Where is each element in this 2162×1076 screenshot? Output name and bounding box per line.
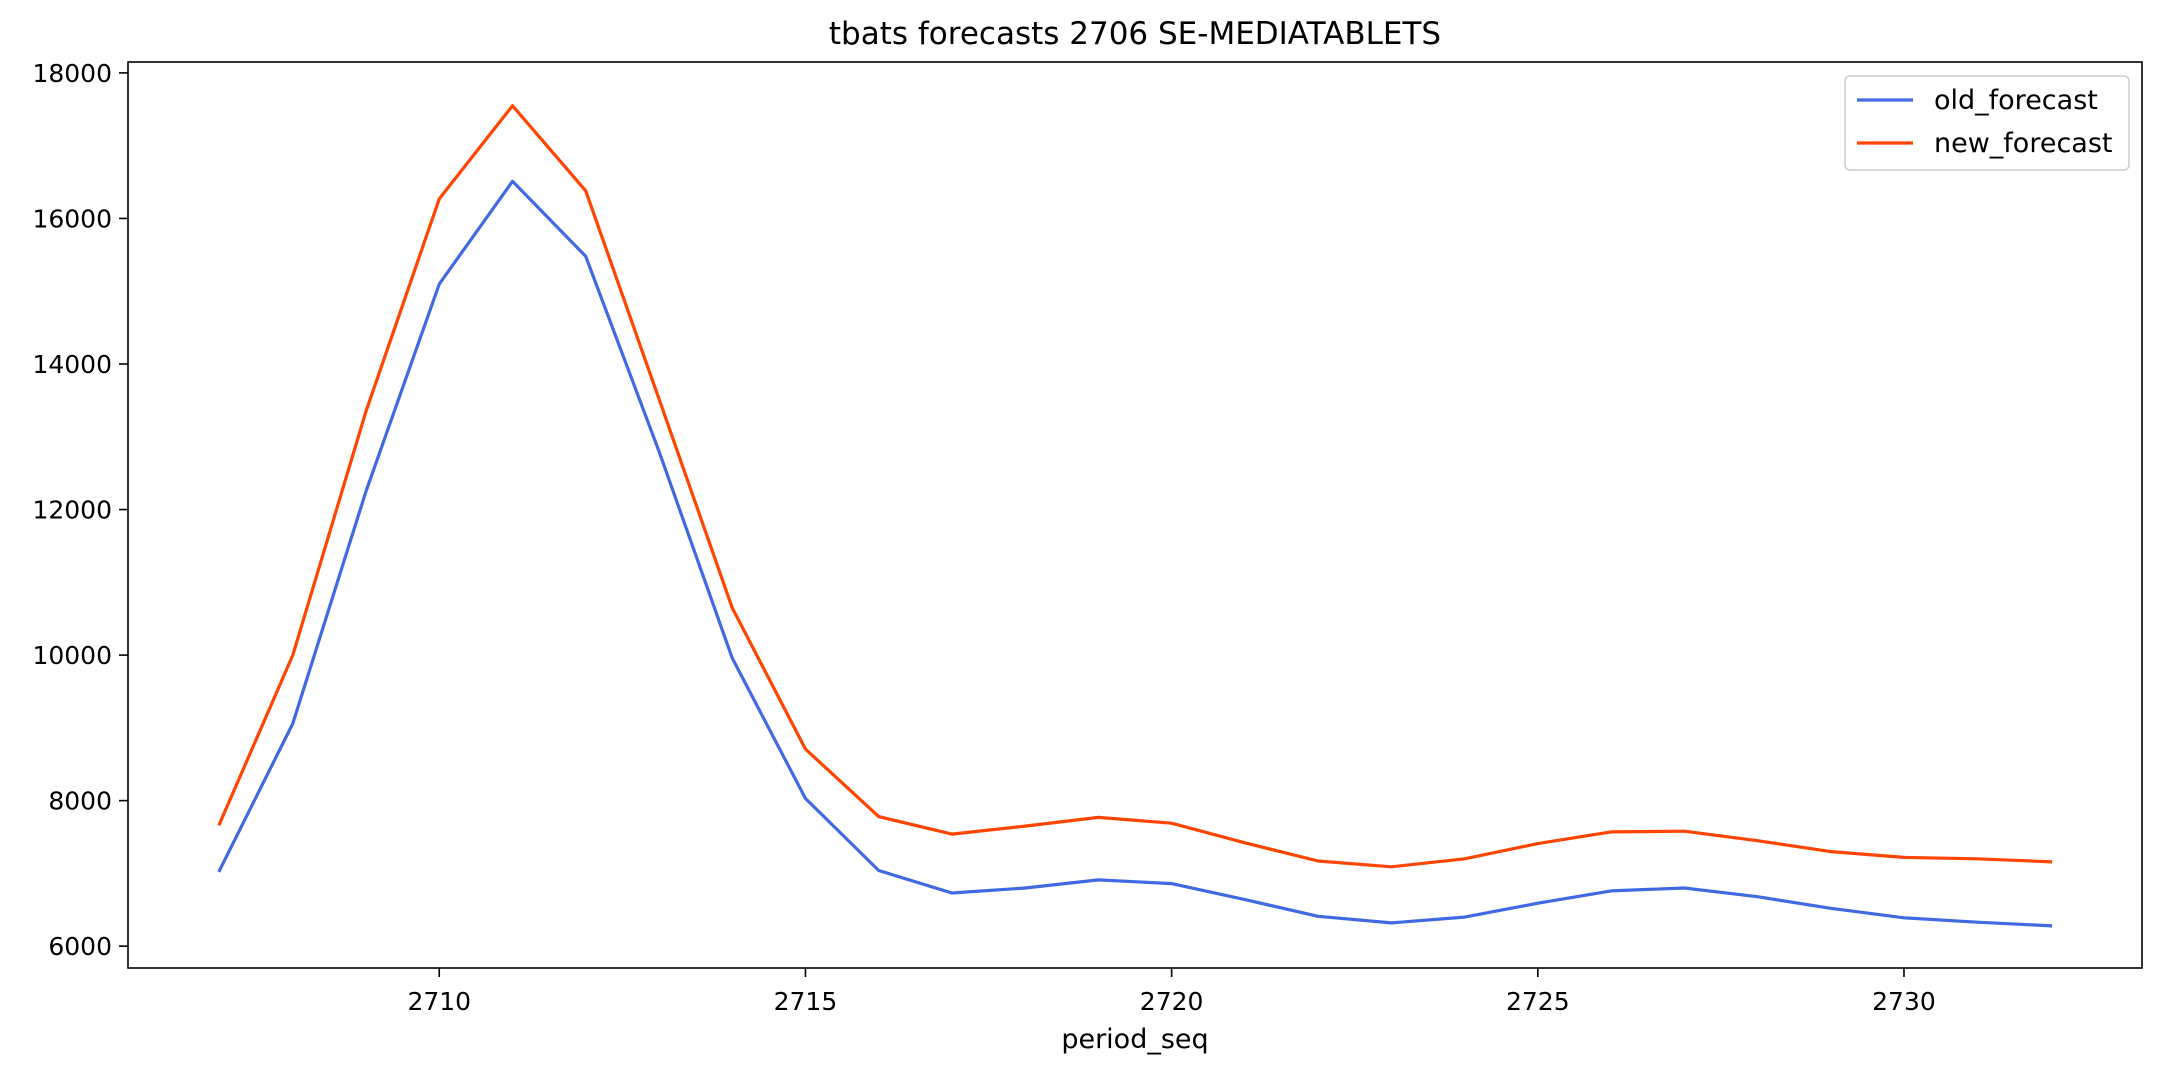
- x-axis: 2710 2715 2720 2725 2730: [407, 968, 1936, 1016]
- y-tick-label: 12000: [32, 496, 112, 525]
- x-tick-label: 2720: [1140, 987, 1204, 1016]
- y-tick-label: 14000: [32, 350, 112, 379]
- plot-area-frame: [127, 61, 2143, 969]
- y-tick-label: 8000: [48, 787, 112, 816]
- series-line-old-forecast: [217, 179, 2053, 928]
- legend-label-new-forecast: new_forecast: [1934, 128, 2113, 159]
- chart-title: tbats forecasts 2706 SE-MEDIATABLETS: [829, 16, 1441, 52]
- y-tick-label: 18000: [32, 59, 112, 88]
- x-tick-label: 2725: [1506, 987, 1570, 1016]
- x-axis-label: period_seq: [1061, 1024, 1208, 1055]
- y-tick-label: 6000: [48, 932, 112, 961]
- series-line-new-forecast: [217, 104, 2053, 869]
- y-axis: 6000 8000 10000 12000 14000 16000 18000: [32, 59, 128, 961]
- y-tick-label: 16000: [32, 204, 112, 233]
- series-layer: [217, 104, 2053, 928]
- x-tick-label: 2730: [1872, 987, 1936, 1016]
- legend-label-old-forecast: old_forecast: [1934, 85, 2098, 116]
- y-tick-label: 10000: [32, 641, 112, 670]
- legend: old_forecast new_forecast: [1844, 75, 2130, 171]
- x-tick-label: 2710: [407, 987, 471, 1016]
- x-tick-label: 2715: [774, 987, 838, 1016]
- legend-box: [1844, 75, 2130, 171]
